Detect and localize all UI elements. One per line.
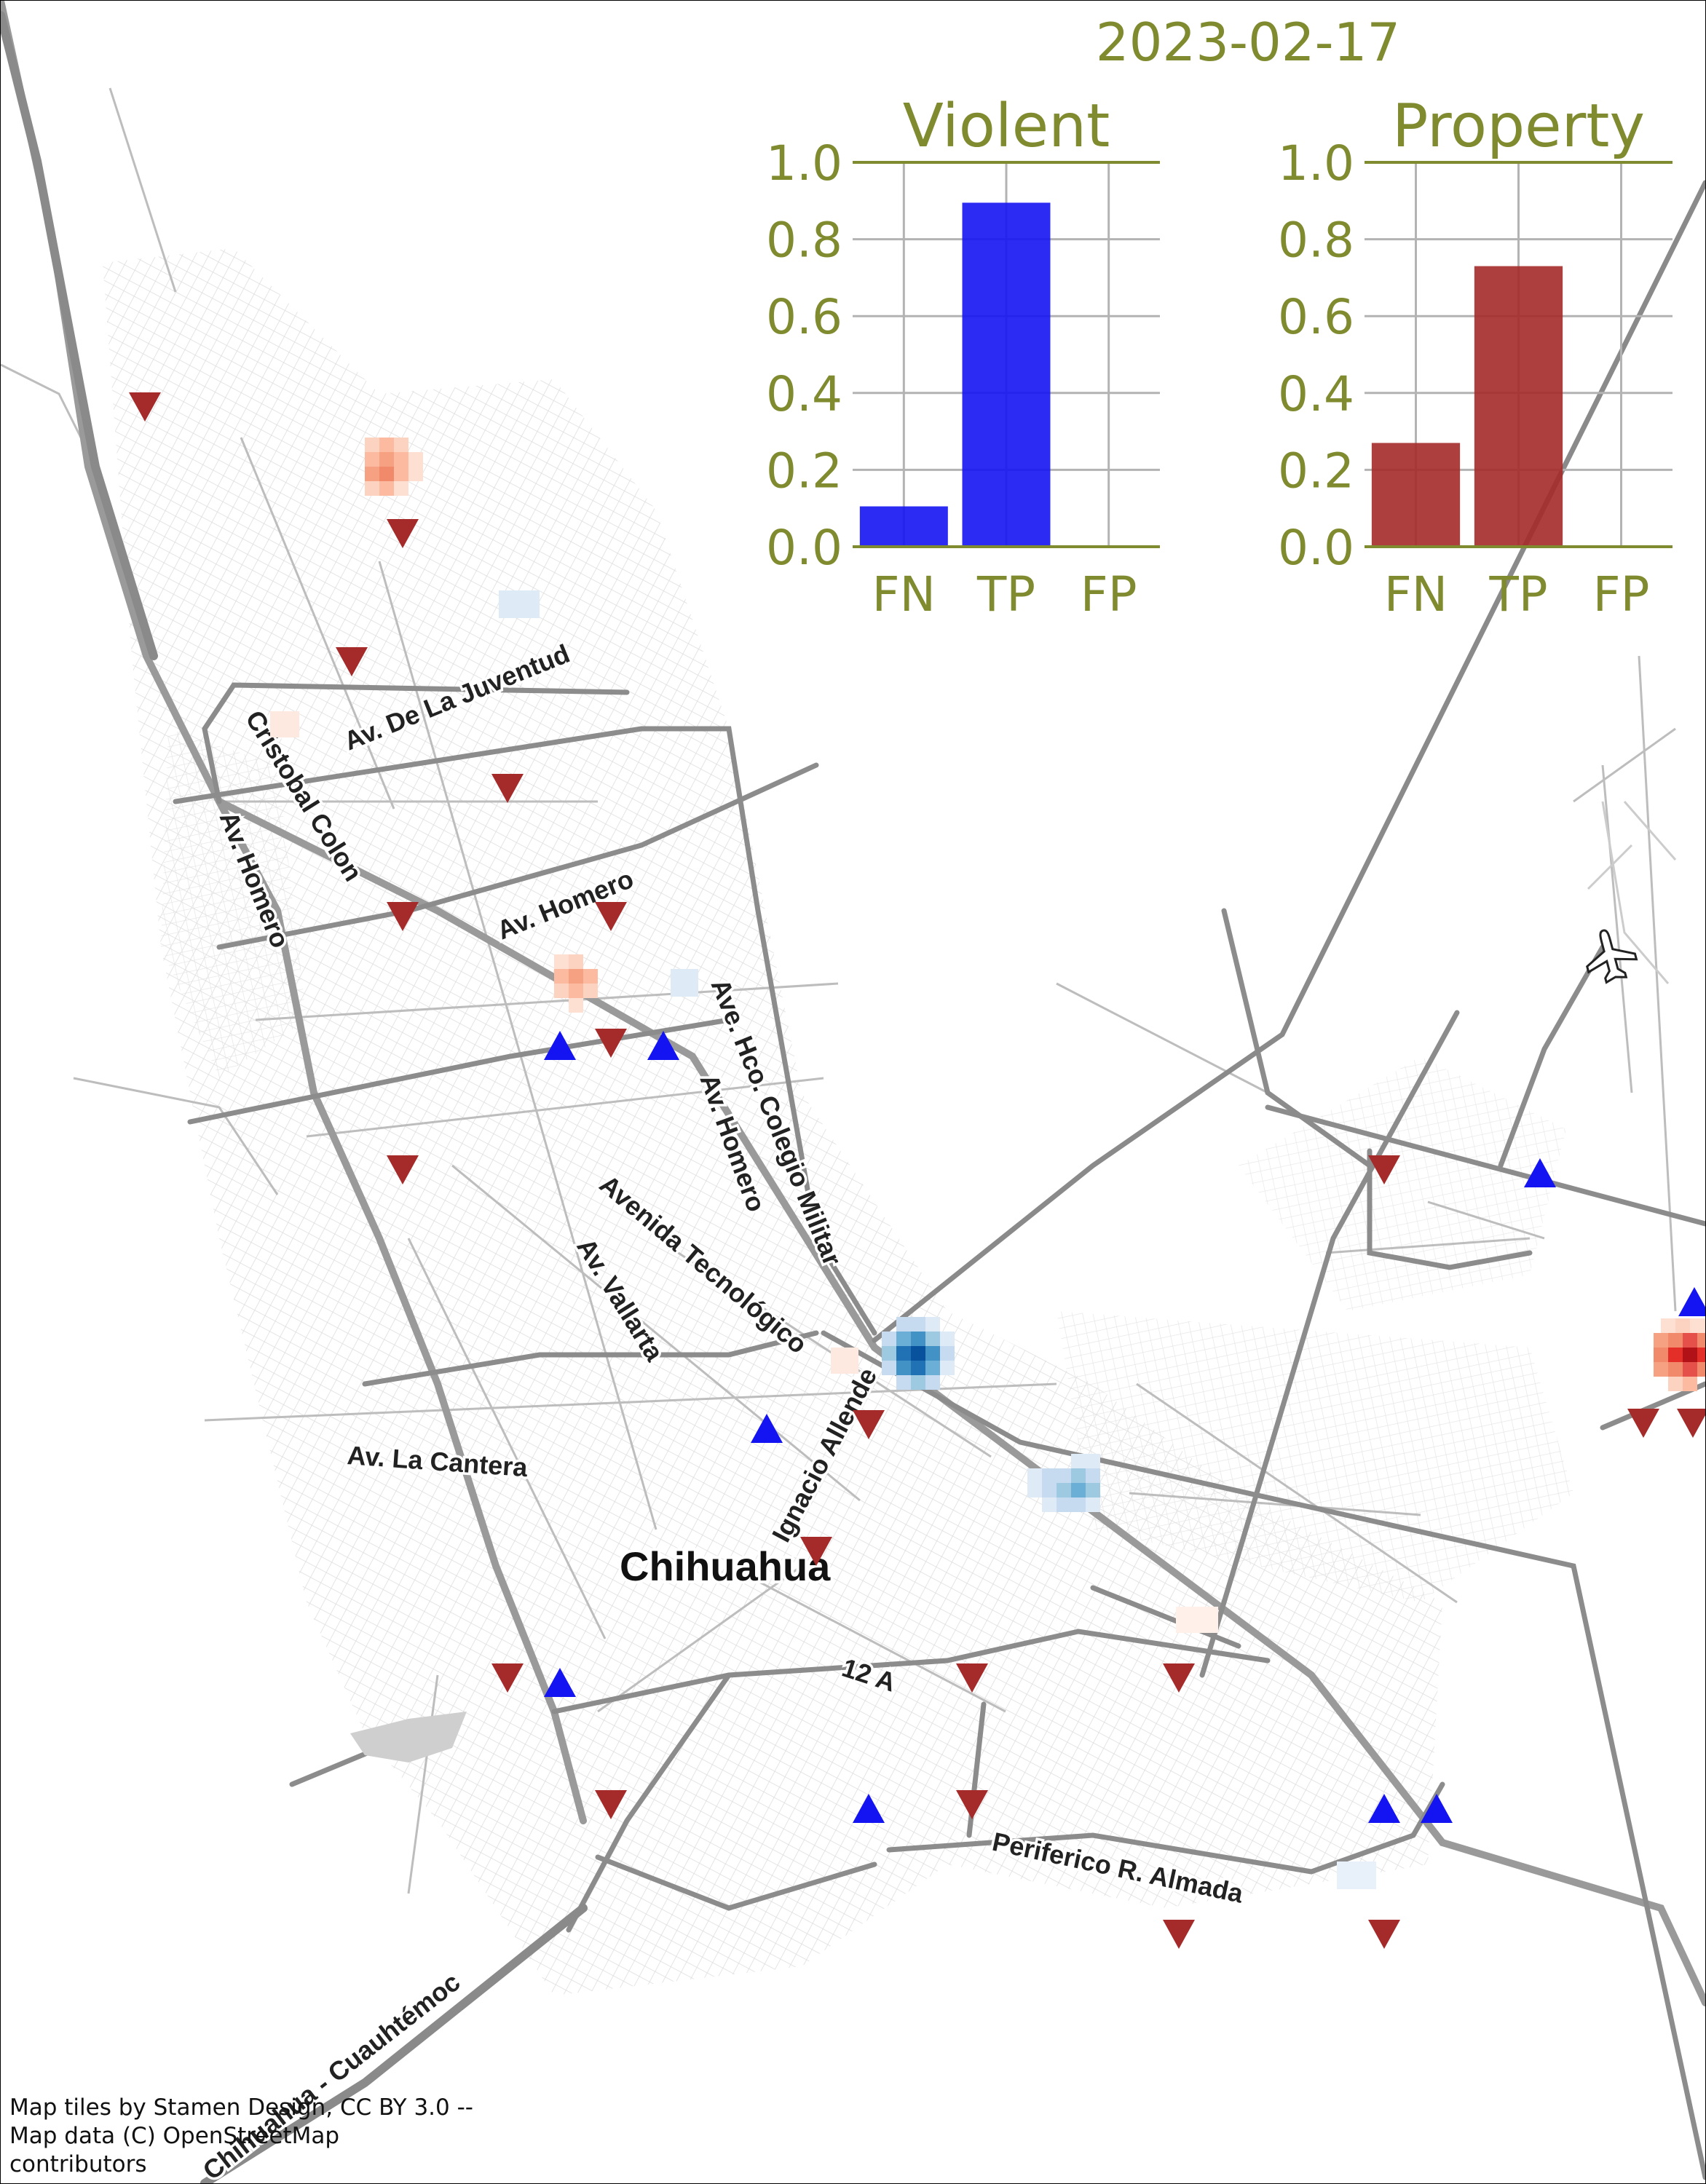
- airport-icon: [1586, 929, 1638, 984]
- property-marker: [1163, 1920, 1195, 1949]
- y-tick-label: 0.0: [1278, 520, 1354, 576]
- y-tick-label: 1.0: [1278, 135, 1354, 191]
- y-tick-label: 0.4: [766, 366, 842, 422]
- property-marker: [595, 902, 627, 931]
- lake: [350, 1712, 467, 1762]
- violent-marker: [647, 1031, 679, 1060]
- violent-incidents: [544, 1031, 1705, 1823]
- minor-roads: [1, 87, 1677, 1894]
- bar-fn: [859, 506, 948, 547]
- property-marker: [491, 774, 524, 803]
- property-incidents: [129, 392, 1705, 1949]
- property-marker: [1368, 1920, 1400, 1949]
- property-marker: [1627, 1409, 1659, 1438]
- bar-tp: [962, 202, 1051, 547]
- highways: [1, 11, 1705, 2183]
- property-marker: [387, 902, 419, 931]
- property-marker: [595, 1790, 627, 1819]
- violent-bar-chart: 0.0 0.2 0.4 0.6 0.8 1.0 FN TP FP Violent: [766, 92, 1160, 622]
- property-heat-cells: [270, 438, 1705, 1633]
- x-tick-label: FP: [1081, 566, 1137, 622]
- date-title: 2023-02-17: [1096, 12, 1400, 73]
- x-tick-label: TP: [976, 566, 1035, 622]
- chart-title: Property: [1392, 92, 1645, 161]
- bar-fn: [1371, 443, 1461, 547]
- x-tick-label: FN: [1384, 566, 1448, 622]
- airport: [1587, 801, 1677, 984]
- property-marker: [1677, 1409, 1705, 1438]
- violent-marker: [1524, 1158, 1556, 1187]
- property-marker: [1163, 1663, 1195, 1693]
- violent-heat-cells: [499, 590, 1376, 1889]
- property-marker: [387, 1155, 419, 1184]
- violent-marker: [544, 1031, 576, 1060]
- violent-marker: [1678, 1287, 1705, 1316]
- y-tick-label: 1.0: [766, 135, 842, 191]
- y-tick-label: 0.8: [1278, 213, 1354, 269]
- y-tick-label: 0.0: [766, 520, 842, 576]
- property-marker: [956, 1663, 988, 1693]
- property-marker: [800, 1537, 832, 1566]
- y-tick-label: 0.6: [766, 289, 842, 345]
- violent-marker: [853, 1794, 885, 1823]
- x-tick-label: TP: [1488, 566, 1547, 622]
- property-marker: [853, 1410, 885, 1439]
- violent-marker: [1368, 1794, 1400, 1823]
- y-tick-label: 0.6: [1278, 289, 1354, 345]
- x-tick-label: FP: [1593, 566, 1650, 622]
- property-marker: [336, 647, 368, 676]
- city-label: Chihuahua: [620, 1543, 831, 1589]
- violent-marker: [544, 1668, 576, 1697]
- y-tick-label: 0.8: [766, 213, 842, 269]
- map-attribution: Map tiles by Stamen Design, CC BY 3.0 --…: [9, 2094, 473, 2177]
- y-tick-label: 0.4: [1278, 366, 1354, 422]
- property-marker: [595, 1029, 627, 1058]
- property-marker: [956, 1790, 988, 1819]
- y-tick-label: 0.2: [766, 443, 842, 499]
- property-marker: [491, 1663, 524, 1693]
- urban-area: [103, 248, 1573, 1995]
- property-marker: [1368, 1155, 1400, 1184]
- x-tick-label: FN: [872, 566, 936, 622]
- property-marker: [387, 519, 419, 548]
- chart-title: Violent: [903, 92, 1110, 161]
- violent-marker: [751, 1414, 783, 1443]
- violent-marker: [1421, 1794, 1453, 1823]
- property-marker: [129, 392, 161, 422]
- y-tick-label: 0.2: [1278, 443, 1354, 499]
- bar-tp: [1474, 266, 1563, 547]
- property-bar-chart: 0.0 0.2 0.4 0.6 0.8 1.0 FN TP FP Property: [1278, 92, 1673, 622]
